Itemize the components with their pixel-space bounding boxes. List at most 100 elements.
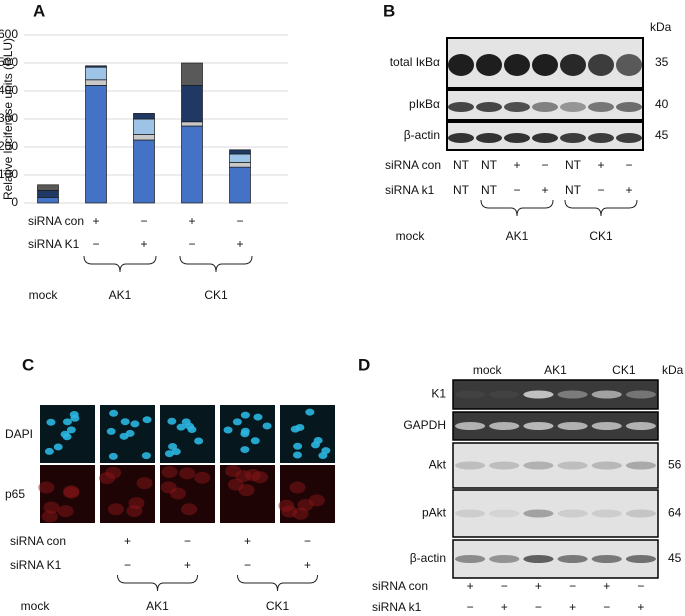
condition-value: + — [637, 600, 644, 614]
nucleus — [321, 447, 331, 455]
bar-segment — [85, 85, 107, 204]
blot-band — [557, 390, 588, 399]
bracket — [179, 255, 253, 273]
group-label: CK1 — [612, 363, 636, 377]
nucleus — [108, 452, 118, 460]
blot-band — [489, 509, 520, 518]
blot-band — [523, 422, 554, 430]
blot-band — [557, 461, 588, 470]
blot-band — [476, 102, 502, 112]
condition-label: siRNA k1 — [385, 183, 435, 197]
condition-value: − — [597, 183, 604, 197]
blot-band — [625, 422, 657, 430]
blot-band — [489, 461, 520, 470]
kda-header: kDa — [650, 20, 672, 34]
blot-band — [560, 133, 586, 143]
condition-value: + — [304, 558, 311, 572]
blot-band — [489, 555, 520, 563]
condition-value: − — [637, 579, 644, 593]
blot-band — [532, 54, 558, 76]
bar-segment — [37, 184, 59, 191]
nucleus — [142, 416, 152, 424]
blot-band — [489, 422, 520, 430]
condition-label: siRNA con — [372, 579, 428, 593]
group-label: CK1 — [266, 599, 290, 613]
blot-band — [616, 54, 642, 76]
blot-band — [591, 390, 622, 399]
cell-stain — [289, 481, 306, 494]
condition-value: NT — [453, 183, 470, 197]
bar-segment — [133, 139, 155, 204]
condition-value: − — [124, 558, 131, 572]
nucleus — [240, 446, 250, 454]
blot-band — [625, 390, 657, 399]
bar-segment — [229, 166, 251, 204]
blot-band — [532, 133, 558, 143]
blot-band — [448, 102, 474, 112]
nucleus — [310, 441, 320, 449]
group-label: AK1 — [544, 363, 567, 377]
y-tick-label: 500 — [0, 55, 18, 69]
y-tick-label: 300 — [0, 111, 18, 125]
condition-value: − — [535, 600, 542, 614]
blot-band — [591, 509, 622, 518]
blot-band — [557, 555, 588, 563]
kda-value: 40 — [655, 97, 669, 111]
bar-segment — [37, 190, 59, 198]
condition-value: + — [140, 237, 147, 251]
condition-value: + — [513, 158, 520, 172]
blot-band — [455, 461, 486, 470]
group-label: mock — [473, 363, 503, 377]
condition-value: + — [188, 214, 195, 228]
blot-band — [557, 422, 588, 430]
image-row-label: DAPI — [5, 427, 33, 441]
nucleus — [62, 418, 72, 426]
bar-segment — [181, 85, 203, 123]
condition-value: − — [603, 600, 610, 614]
condition-value: − — [236, 214, 243, 228]
nucleus — [181, 418, 191, 426]
condition-value: + — [597, 158, 604, 172]
blot-band — [560, 102, 586, 112]
condition-label: siRNA k1 — [372, 600, 422, 614]
nucleus — [44, 447, 54, 455]
y-tick-label: 200 — [0, 139, 18, 153]
row-label: K1 — [431, 387, 446, 401]
bar-segment — [229, 149, 251, 155]
condition-label: siRNA con — [28, 214, 84, 228]
blot-band — [625, 509, 657, 518]
nucleus — [171, 448, 181, 456]
condition-value: NT — [565, 158, 582, 172]
cell-stain — [179, 467, 196, 480]
kda-value: 56 — [668, 458, 682, 472]
condition-value: + — [603, 579, 610, 593]
bar-segment — [181, 125, 203, 204]
kda-value: 64 — [668, 506, 682, 520]
bar-segment — [229, 162, 251, 168]
nucleus — [141, 452, 151, 460]
row-label: GAPDH — [403, 418, 446, 432]
blot-band — [455, 390, 486, 399]
condition-value: + — [184, 558, 191, 572]
condition-value: + — [625, 183, 632, 197]
y-axis-title: Relative luciferase units (RLU) — [1, 38, 15, 200]
bar-segment — [133, 113, 155, 120]
blot-band — [625, 461, 657, 470]
nucleus — [109, 409, 119, 417]
y-tick-label: 100 — [0, 167, 18, 181]
cell-stain — [105, 466, 122, 479]
blot-band — [476, 133, 502, 143]
group-label: mock — [396, 229, 426, 243]
condition-value: − — [140, 214, 147, 228]
cell-stain — [160, 481, 177, 494]
blot-band — [455, 422, 486, 430]
nucleus — [223, 426, 233, 434]
nucleus — [53, 443, 63, 451]
blot-band — [523, 555, 554, 563]
cell-stain — [136, 477, 153, 490]
blot-band — [523, 461, 554, 470]
nucleus — [194, 437, 204, 445]
condition-value: NT — [481, 183, 498, 197]
blot-band — [455, 509, 486, 518]
